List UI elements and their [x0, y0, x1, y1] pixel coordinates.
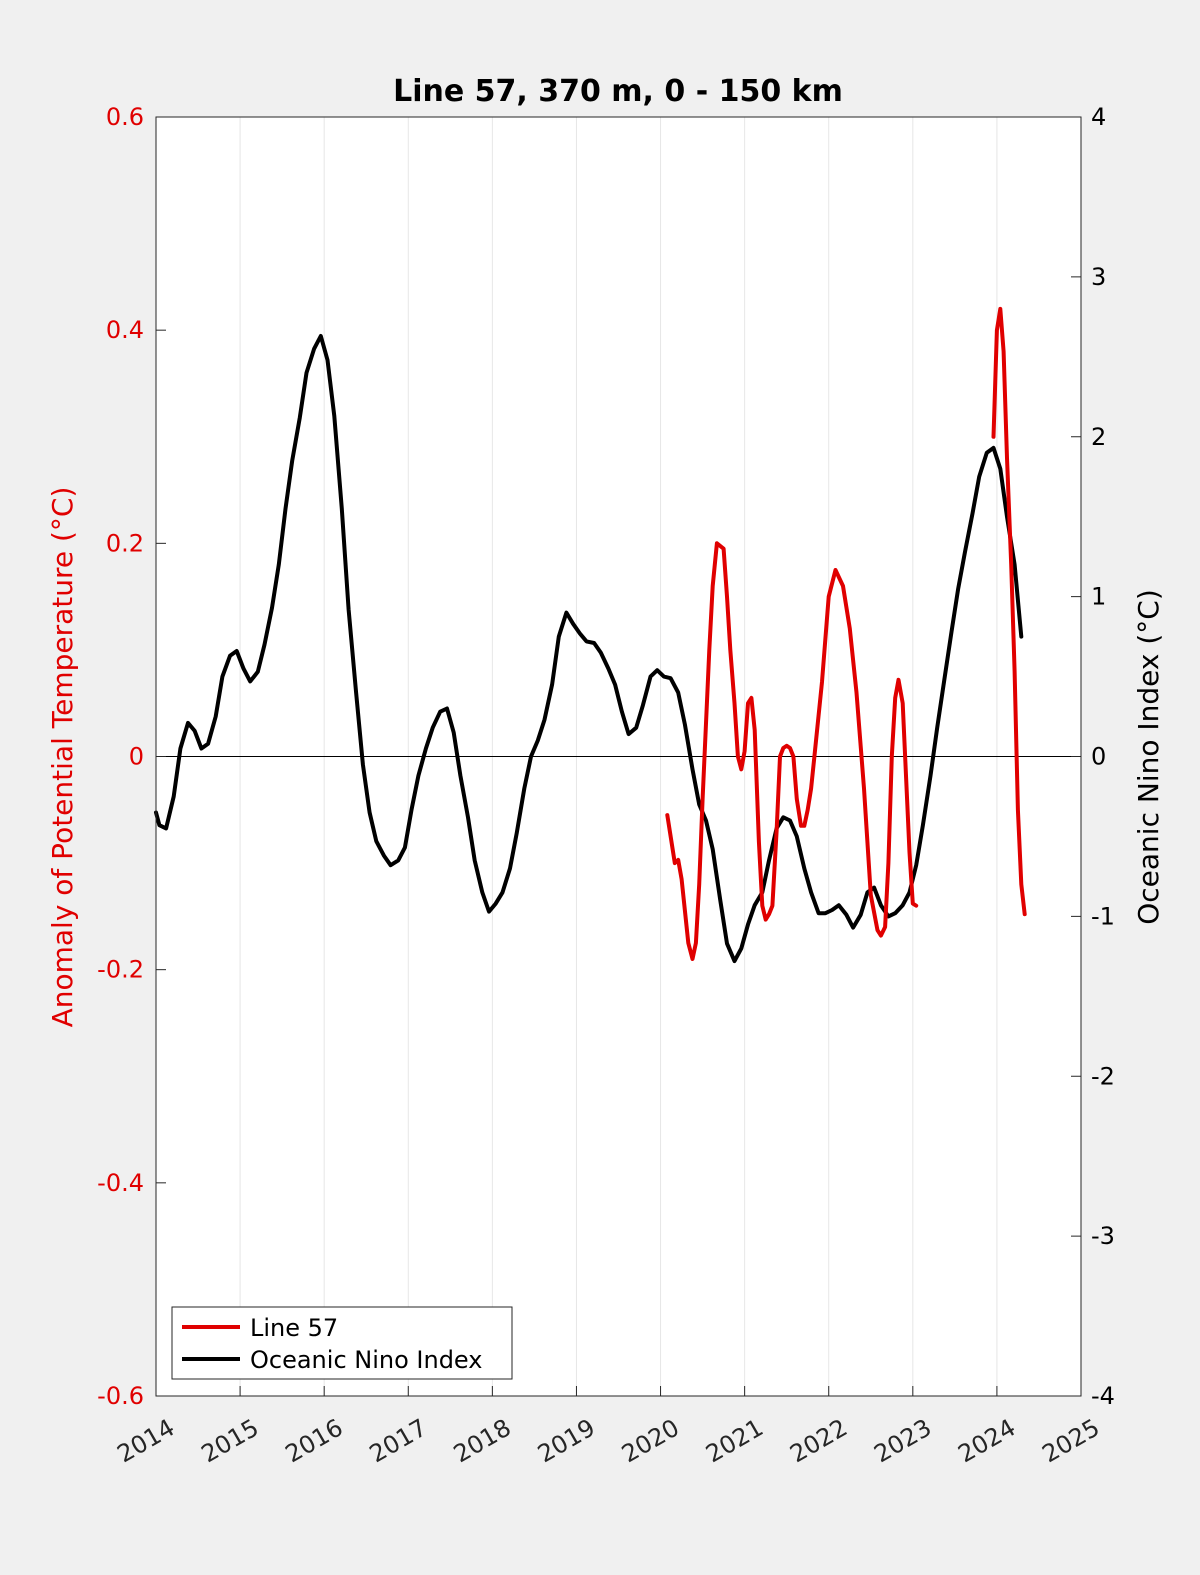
x-tick-label: 2024 — [953, 1413, 1020, 1468]
ticks — [155, 116, 1082, 1397]
y-axis-right-label: Oceanic Nino Index (°C) — [1132, 589, 1165, 925]
y-right-tick-label: -4 — [1091, 1382, 1115, 1410]
y-right-tick-label: -3 — [1091, 1222, 1115, 1250]
legend-label-oni: Oceanic Nino Index — [250, 1346, 482, 1374]
chart-title: Line 57, 370 m, 0 - 150 km — [393, 74, 843, 109]
x-tick-label: 2023 — [869, 1413, 936, 1468]
y-left-tick-label: 0.4 — [106, 316, 144, 344]
x-tick-label: 2014 — [113, 1413, 180, 1468]
y-axis-left-label: Anomaly of Potential Temperature (°C) — [46, 487, 79, 1028]
x-tick-label: 2018 — [449, 1413, 516, 1468]
legend-box — [171, 1306, 513, 1380]
x-tick-label: 2020 — [617, 1413, 684, 1468]
y-right-tick-label: 3 — [1091, 263, 1106, 291]
legend: Line 57 Oceanic Nino Index — [171, 1306, 513, 1380]
series-line-line-57 — [665, 541, 919, 961]
y-left-tick-label: -0.4 — [97, 1169, 144, 1197]
series-layer — [154, 306, 1027, 964]
series-line-oceanic-nino-index — [154, 334, 1024, 964]
y-right-tick-label: -2 — [1091, 1062, 1115, 1090]
legend-label-line57: Line 57 — [250, 1314, 338, 1342]
x-tick-label: 2016 — [281, 1413, 348, 1468]
x-tick-label: 2017 — [365, 1413, 432, 1468]
y-left-tick-label: 0 — [129, 743, 144, 771]
x-tick-label: 2025 — [1038, 1413, 1105, 1468]
y-left-tick-label: -0.6 — [97, 1382, 144, 1410]
y-right-tick-label: -1 — [1091, 902, 1115, 930]
y-left-tick-label: 0.6 — [106, 103, 144, 131]
x-tick-label: 2022 — [785, 1413, 852, 1468]
y-left-tick-label: -0.2 — [97, 956, 144, 984]
y-right-tick-label: 0 — [1091, 743, 1106, 771]
y-right-tick-label: 4 — [1091, 103, 1106, 131]
y-left-tick-label: 0.2 — [106, 529, 144, 557]
y-right-tick-label: 2 — [1091, 423, 1106, 451]
x-tick-label: 2019 — [533, 1413, 600, 1468]
x-tick-label: 2021 — [701, 1413, 768, 1468]
y-right-tick-label: 1 — [1091, 583, 1106, 611]
x-tick-label: 2015 — [197, 1413, 264, 1468]
series-line-line-57 — [991, 306, 1027, 917]
